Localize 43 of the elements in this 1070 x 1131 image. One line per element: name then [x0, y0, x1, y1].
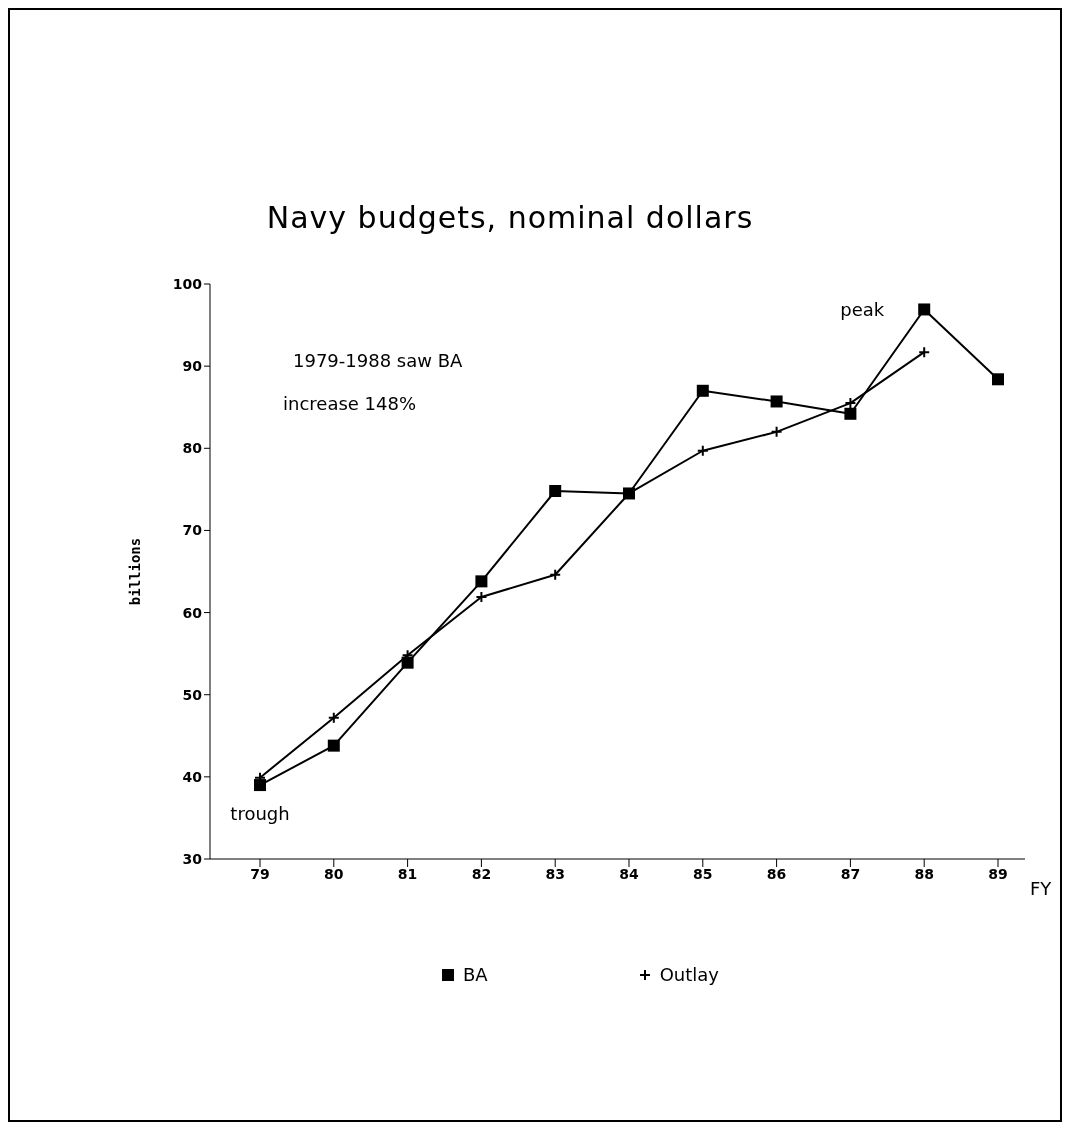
x-tick-label: 86 — [766, 865, 787, 882]
point — [770, 395, 783, 408]
x-tick-label: 80 — [324, 865, 344, 882]
x-axis-title: FY — [1030, 878, 1052, 899]
y-tick-label: 100 — [172, 275, 203, 292]
y-tick-label: 60 — [182, 604, 203, 621]
y-tick-label: 40 — [182, 768, 203, 785]
point — [475, 575, 488, 588]
x-tick-label: 82 — [471, 865, 492, 882]
y-tick-label: 90 — [182, 358, 203, 375]
point — [696, 444, 709, 457]
point — [327, 711, 340, 724]
point — [254, 779, 266, 792]
x-tick-label: 85 — [693, 865, 713, 882]
point — [549, 485, 562, 497]
point — [770, 425, 783, 438]
x-tick-label: 79 — [250, 865, 270, 882]
chart-title: Navy budgets, nominal dollars — [265, 200, 755, 235]
point — [401, 656, 414, 669]
point — [549, 568, 562, 581]
annotation: 1979-1988 saw BA — [293, 350, 463, 371]
y-tick-label: 80 — [182, 440, 203, 457]
point — [918, 346, 931, 359]
y-tick-label: 50 — [182, 686, 203, 703]
x-tick-label: 88 — [914, 865, 934, 882]
x-tick-label: 87 — [840, 865, 861, 882]
x-tick-label: 84 — [619, 865, 639, 882]
y-axis-title: billions — [126, 537, 143, 606]
point — [992, 373, 1004, 386]
point — [696, 384, 709, 397]
annotation: peak — [840, 298, 885, 320]
annotation: increase 148% — [283, 393, 417, 414]
x-tick-label: 81 — [397, 865, 418, 882]
y-tick-label: 70 — [182, 522, 203, 539]
x-tick-label: 83 — [545, 865, 565, 882]
legend-label: Outlay — [659, 964, 719, 985]
point — [327, 739, 340, 752]
point — [844, 407, 857, 420]
x-tick-label: 89 — [988, 865, 1008, 882]
y-tick-label: 30 — [182, 850, 203, 867]
annotation: trough — [230, 802, 290, 824]
legend-label: BA — [463, 964, 488, 985]
point — [918, 303, 931, 316]
